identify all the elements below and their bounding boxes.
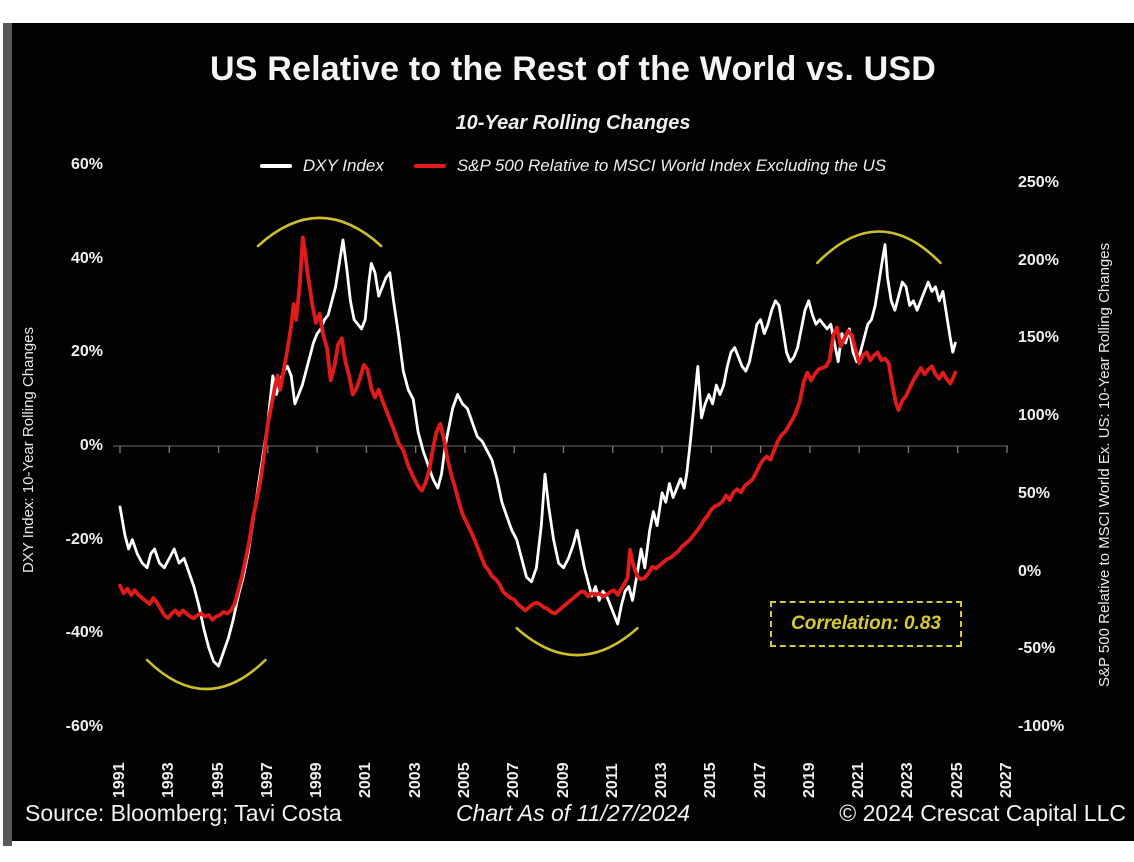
x-axis-year-label: 2015 [702,762,720,798]
left-axis-tick: -60% [65,718,103,735]
page-title: US Relative to the Rest of the World vs.… [209,50,937,88]
right-axis-tick: 100% [1018,407,1059,425]
legend-item-0: DXY Index [259,156,384,176]
trough-arc-annotation [145,658,267,691]
right-axis-tick: 150% [1018,329,1059,347]
left-axis-title: DXY Index: 10-Year Rolling Changes [20,327,37,573]
left-axis-tick: 0% [79,437,103,454]
series-line-spx-relative [118,235,958,622]
right-axis-tick: -50% [1018,640,1056,658]
x-axis-year-label: 2025 [948,762,966,798]
right-axis-title: S&P 500 Relative to MSCI World Ex. US: 1… [1096,242,1113,688]
correlation-label: Correlation: 0.83 [791,613,941,634]
chart-legend: DXY Index S&P 500 Relative to MSCI World … [12,156,1134,176]
x-axis-year-label: 1993 [160,762,178,798]
footer-as-of-date: Chart As of 11/27/2024 [456,800,690,826]
x-axis-year-label: 2013 [653,762,671,798]
chart-subtitle: 10-Year Rolling Changes [455,112,691,134]
left-axis-tick: 20% [70,343,103,361]
right-axis-tick: 0% [1018,562,1042,580]
left-axis-tick: -20% [65,530,103,548]
left-axis-tick: 60% [70,156,103,173]
peak-arc-annotation [816,230,942,265]
footer-copyright: © 2024 Crescat Capital LLC [839,800,1126,826]
legend-item-1: S&P 500 Relative to MSCI World Index Exc… [413,156,887,176]
x-axis-year-label: 2017 [751,762,769,798]
x-axis-year-label: 2005 [455,762,473,798]
x-axis-year-label: 2023 [899,762,917,798]
right-axis-tick: -100% [1018,718,1065,735]
trough-arc-annotation [515,626,639,657]
left-axis-tick: -40% [65,624,103,642]
legend-line-swatch [259,164,292,168]
x-axis-year-label: 2021 [850,762,868,798]
x-axis-year-label: 1995 [209,762,227,798]
frame-left-edge [3,23,12,846]
legend-label: S&P 500 Relative to MSCI World Index Exc… [456,156,887,175]
x-axis-year-label: 2019 [800,762,818,798]
footer-source: Source: Bloomberg; Tavi Costa [25,800,342,826]
x-axis-year-label: 1999 [308,762,326,798]
x-axis-year-label: 2007 [505,762,523,798]
right-axis-tick: 250% [1018,174,1059,191]
x-axis-year-label: 2009 [554,762,572,798]
x-axis-year-label: 1997 [258,762,276,798]
chart-background [12,23,1134,841]
x-axis-year-label: 2027 [998,762,1015,798]
legend-line-swatch [413,164,446,168]
x-axis-year-label: 2011 [603,763,621,798]
right-axis-tick: 200% [1018,251,1059,269]
left-axis-tick: 40% [70,249,103,267]
x-axis-year-label: 1991 [111,762,128,798]
right-axis-tick: 50% [1018,484,1051,502]
peak-arc-annotation [256,216,383,248]
legend-label: DXY Index [302,156,384,175]
x-axis-year-label: 2003 [406,762,424,798]
correlation-annotation-box: Correlation: 0.83 [770,601,962,647]
x-axis-year-label: 2001 [357,762,375,798]
